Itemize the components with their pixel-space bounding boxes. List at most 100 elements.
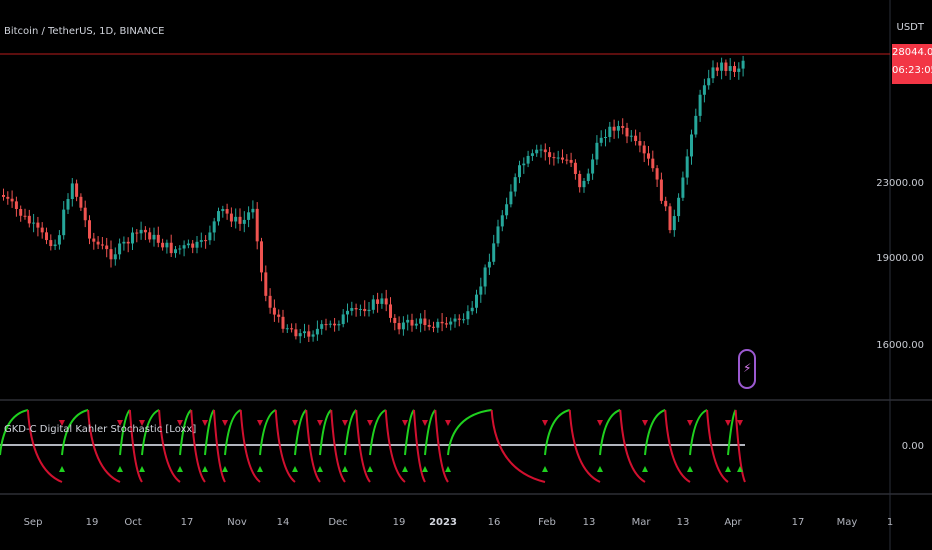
price-axis-label: 23000.00 (876, 178, 924, 189)
candle (462, 319, 466, 321)
sell-signal-marker (367, 420, 373, 426)
oscillator-series (0, 409, 746, 483)
time-axis-label: Sep (23, 517, 43, 528)
time-axis-label: 17 (180, 517, 194, 528)
candle (221, 209, 225, 212)
symbol-title[interactable]: Bitcoin / TetherUS, 1D, BINANCE (4, 26, 165, 37)
candle (509, 191, 513, 205)
oscillator-up-segment (294, 409, 307, 456)
candle (272, 307, 276, 315)
buy-signal-marker (687, 466, 693, 472)
sell-signal-marker (257, 420, 263, 426)
buy-signal-marker (402, 466, 408, 472)
sell-signal-marker (317, 420, 323, 426)
candle (113, 254, 117, 260)
candle (131, 232, 134, 244)
candle (427, 325, 431, 327)
candle (62, 209, 66, 236)
candle (518, 165, 521, 178)
candle (229, 213, 233, 222)
candle (303, 331, 306, 334)
candle (698, 94, 702, 116)
oscillator-up-segment (224, 409, 242, 456)
oscillator-up-segment (424, 409, 437, 456)
candle (711, 67, 715, 79)
candle (578, 173, 582, 188)
currency-label[interactable]: USDT (896, 22, 924, 33)
candle (432, 326, 435, 328)
oscillator-down-segment (158, 409, 181, 483)
current-price-badge: 28044.00 06:23:05 (892, 44, 932, 84)
oscillator-up-segment (204, 409, 215, 456)
candle (143, 229, 147, 233)
candle (586, 173, 590, 181)
oscillator-down-segment (87, 409, 121, 483)
candle (212, 221, 216, 233)
oscillator-down-segment (330, 409, 346, 483)
buy-signal-marker (292, 466, 298, 472)
candle (475, 294, 478, 308)
candle (277, 314, 281, 317)
buy-signal-marker (117, 466, 123, 472)
candle (496, 226, 500, 244)
oscillator-up-segment (259, 409, 277, 456)
candle (204, 240, 208, 242)
candle (36, 222, 40, 228)
candle (582, 180, 586, 188)
time-axis-label: 19 (392, 517, 406, 528)
candle (79, 196, 83, 208)
buy-signal-marker (342, 466, 348, 472)
candle (14, 201, 18, 210)
indicator-title[interactable]: GKD-C Digital Kahler Stochastic [Loxx] (4, 424, 197, 435)
oscillator-down-segment (490, 409, 546, 483)
candle (655, 168, 659, 180)
oscillator-down-segment (274, 409, 296, 483)
candle (182, 245, 186, 249)
candle (616, 126, 620, 131)
candle (88, 220, 91, 239)
buy-signal-marker (542, 466, 548, 472)
sell-signal-marker (737, 420, 743, 426)
lightning-bolt-icon[interactable]: ⚡ (738, 349, 756, 389)
buy-signal-marker (422, 466, 428, 472)
candle (238, 216, 242, 224)
candle (169, 242, 173, 254)
candle (371, 299, 375, 310)
candle (6, 196, 10, 199)
candle (728, 66, 732, 71)
candle (10, 198, 14, 202)
time-axis-label: 19 (85, 517, 99, 528)
candle (247, 212, 251, 220)
time-axis-label: 2023 (429, 517, 457, 528)
oscillator-down-segment (305, 409, 321, 483)
candle (539, 149, 543, 151)
oscillator-down-segment (413, 409, 426, 483)
candle (148, 232, 152, 240)
candle (647, 153, 650, 159)
candle (57, 235, 61, 245)
candle (19, 209, 23, 216)
time-axis-label: Feb (538, 517, 556, 528)
sell-signal-marker (725, 420, 731, 426)
candle (659, 179, 663, 201)
candle (591, 159, 595, 174)
time-axis-label: 17 (791, 517, 805, 528)
candle (492, 243, 496, 262)
candle (384, 298, 388, 305)
candle (242, 219, 246, 224)
candle (32, 222, 36, 224)
oscillator-down-segment (384, 409, 406, 483)
candle (573, 162, 577, 174)
time-axis-label: Mar (631, 517, 651, 528)
candle (733, 66, 736, 72)
candle (2, 195, 5, 197)
buy-signal-marker (597, 466, 603, 472)
candle (328, 323, 332, 325)
price-axis-label: 19000.00 (876, 253, 924, 264)
oscillator-up-segment (119, 409, 131, 456)
candle (548, 152, 552, 158)
candle (466, 311, 470, 320)
candle (668, 206, 672, 231)
oscillator-up-segment (644, 409, 666, 456)
